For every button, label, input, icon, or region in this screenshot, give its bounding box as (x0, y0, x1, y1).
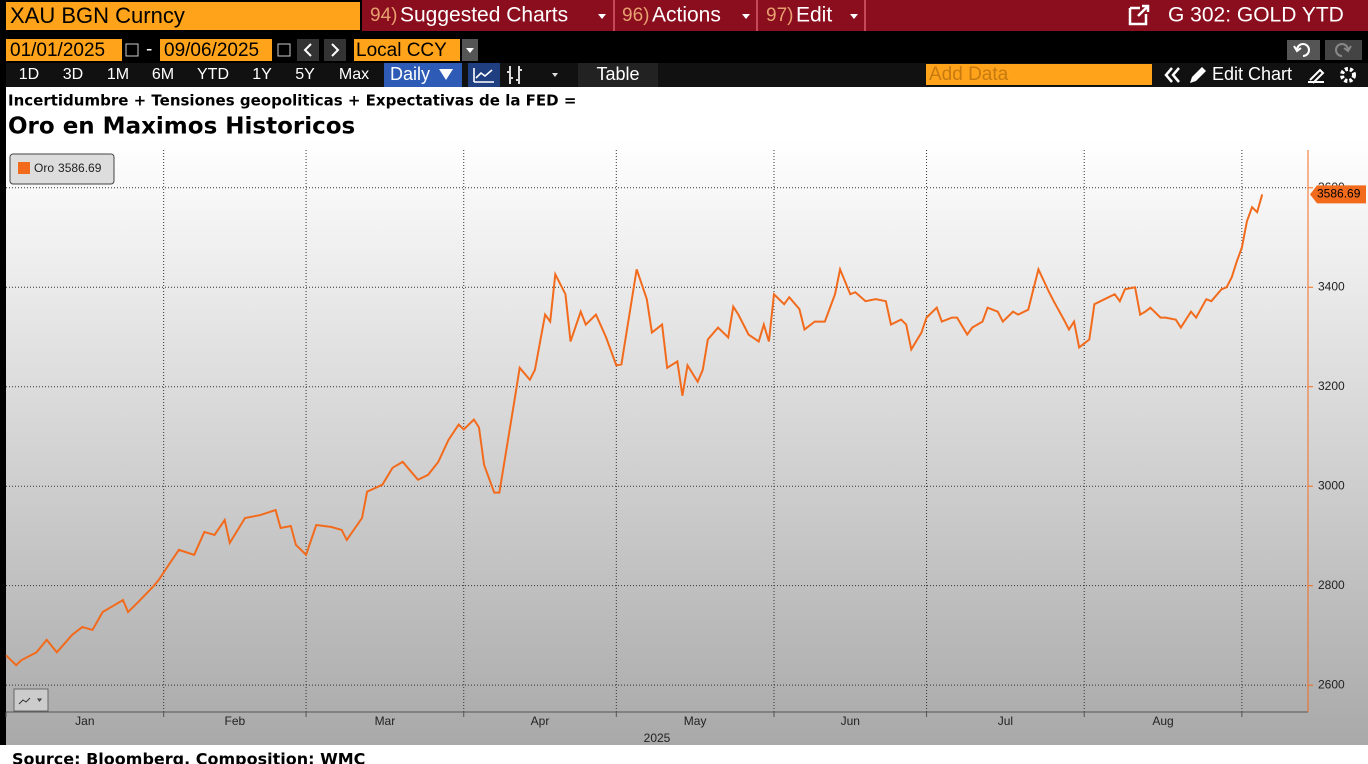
range-button[interactable]: 1D (19, 66, 39, 83)
menu-label[interactable]: Suggested Charts (400, 4, 568, 27)
caret (598, 14, 606, 19)
edit-chart[interactable]: Edit Chart (1212, 64, 1292, 84)
security-field[interactable] (6, 2, 360, 30)
y-tick-label: 3400 (1318, 279, 1345, 293)
caret (466, 48, 474, 53)
x-tick-label: Feb (225, 714, 246, 728)
range-button[interactable]: 5Y (295, 66, 315, 83)
chart-type-icon (18, 697, 42, 705)
collapse-icon[interactable] (1164, 67, 1180, 83)
undo-icon (1293, 43, 1310, 57)
launch-icon[interactable] (1128, 4, 1150, 26)
end-date: 09/06/2025 (164, 40, 259, 61)
x-tick-label: Jul (998, 714, 1013, 728)
legend-value: 3586.69 (58, 161, 102, 175)
legend-swatch (18, 162, 30, 174)
settings-icon[interactable] (1340, 67, 1356, 83)
menu-number: 94) (370, 5, 397, 26)
next-icon (331, 43, 340, 57)
range-button[interactable]: Max (339, 66, 369, 83)
range-button[interactable]: YTD (197, 66, 229, 83)
security: XAU BGN Curncy (10, 3, 185, 28)
menu-label[interactable]: Edit (796, 4, 832, 27)
redo-button[interactable] (1325, 40, 1362, 60)
function-name: G 302: GOLD YTD (1168, 4, 1344, 27)
footer (0, 745, 1368, 764)
menu-number: 96) (622, 5, 649, 26)
legend[interactable] (9, 153, 115, 185)
chart-area (6, 87, 1368, 745)
x-tick-label: May (684, 714, 707, 728)
x-tick-label: Apr (531, 714, 550, 728)
range-button[interactable]: 1Y (252, 66, 272, 83)
chart-subtitle: Incertidumbre + Tensiones geopoliticas +… (8, 92, 576, 110)
annotate-icon[interactable] (1308, 68, 1325, 84)
line-icon (473, 68, 494, 83)
table-button[interactable] (578, 63, 658, 87)
range-button[interactable]: 3D (63, 66, 83, 83)
range-button[interactable]: 6M (152, 66, 174, 83)
prev-icon (303, 43, 312, 57)
price-line (5, 194, 1264, 667)
calendar-icon[interactable] (125, 43, 139, 57)
end-date-field[interactable] (160, 39, 272, 61)
table-label: Table (596, 64, 639, 84)
calendar-icon[interactable] (277, 43, 291, 57)
last-value-marker (1310, 185, 1366, 204)
add-data: Add Data (929, 64, 1009, 85)
menu-number: 97) (766, 5, 793, 26)
x-tick-label: Mar (375, 714, 396, 728)
range-button[interactable]: 1M (107, 66, 129, 83)
caret (439, 69, 453, 80)
legend-name: Oro (34, 161, 54, 175)
legend-label: Oro 3586.69 (34, 161, 102, 175)
start-date: 01/01/2025 (10, 40, 105, 61)
last-value-label: 3586.69 (1317, 187, 1361, 201)
x-tick-label: Aug (1152, 714, 1173, 728)
date-separator: - (146, 39, 152, 60)
x-tick-label: Jan (75, 714, 94, 728)
source: Source: Bloomberg. Composition: WMC (12, 750, 365, 764)
y-tick-label: 2600 (1318, 677, 1345, 691)
redo-icon (1335, 43, 1352, 57)
bar-type-icon[interactable] (507, 66, 522, 84)
frequency: Daily (390, 64, 430, 84)
menu-label[interactable]: Actions (652, 4, 721, 27)
undo-button[interactable] (1287, 40, 1320, 60)
next-button[interactable] (324, 39, 346, 61)
caret[interactable] (552, 73, 558, 77)
y-tick-label: 2800 (1318, 578, 1345, 592)
currency: Local CCY (356, 40, 447, 61)
caret (742, 14, 750, 19)
start-date-field[interactable] (6, 39, 122, 61)
y-tick-label: 3000 (1318, 478, 1345, 492)
add-data-field[interactable] (926, 64, 1152, 85)
pencil-icon (1190, 67, 1206, 83)
currency-field[interactable] (354, 39, 460, 61)
x-tick-label: Jun (841, 714, 860, 728)
x-axis-year: 2025 (644, 731, 671, 745)
chart-type-button[interactable] (13, 688, 49, 712)
caret (850, 14, 858, 19)
y-tick-label: 3200 (1318, 379, 1345, 393)
prev-button[interactable] (297, 39, 319, 61)
chart-title: Oro en Maximos Historicos (8, 114, 355, 140)
